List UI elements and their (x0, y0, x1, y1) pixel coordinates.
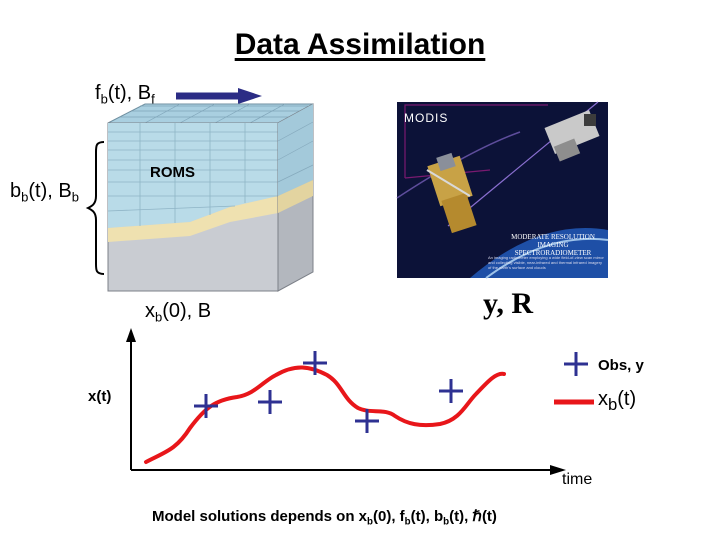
forcing-label: fb(t), Bf (95, 82, 155, 107)
model-error-symbol: ℏ (472, 508, 482, 525)
state-axis-label: x(t) (88, 388, 112, 405)
observation-markers (194, 351, 463, 433)
modis-description: An imaging radiometer employing a wide f… (488, 255, 604, 270)
legend-obs-label: Obs, y (598, 357, 644, 374)
time-axis-label: time (562, 471, 593, 488)
boundary-label: bb(t), Bb (10, 180, 79, 205)
initial-condition-label: xb(0), B (145, 300, 212, 325)
observation-marker (303, 351, 327, 375)
legend-obs-symbol (564, 352, 588, 376)
modis-instrument-icon (544, 110, 600, 162)
forcing-arrow (176, 88, 262, 104)
observations-label: y, R (483, 287, 534, 320)
legend-background-label: xb(t) (598, 388, 637, 414)
observation-marker (258, 390, 282, 414)
caption: Model solutions depends on xb(0), fb(t),… (152, 508, 497, 528)
modis-satellite-panel (396, 101, 609, 279)
observation-marker (194, 394, 218, 418)
modis-full-name: MODERATE RESOLUTION IMAGING SPECTRORADIO… (511, 233, 595, 257)
modis-name: MODIS (404, 111, 449, 125)
page-title: Data Assimilation (234, 28, 486, 61)
roms-model-block (107, 103, 314, 292)
time-series-axes (126, 328, 566, 475)
roms-label: ROMS (150, 164, 195, 181)
boundary-brace (85, 141, 105, 275)
observation-marker (355, 409, 379, 433)
observation-marker (439, 379, 463, 403)
satellite-icon (426, 152, 477, 234)
